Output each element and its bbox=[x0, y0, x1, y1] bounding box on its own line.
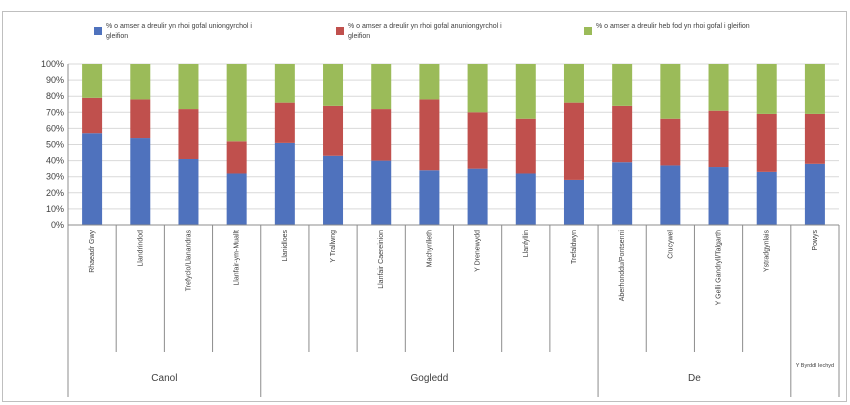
bar-segment bbox=[323, 155, 344, 225]
y-tick-label: 70% bbox=[46, 107, 64, 117]
category-label: Ystradgynlais bbox=[764, 230, 771, 273]
bar-segment bbox=[82, 97, 103, 134]
y-tick-label: 40% bbox=[46, 156, 64, 166]
y-tick-label: 80% bbox=[46, 91, 64, 101]
y-tick-label: 100% bbox=[41, 59, 64, 69]
bar-segment bbox=[226, 141, 247, 174]
bar-segment bbox=[708, 64, 729, 111]
bar-segment bbox=[804, 64, 825, 114]
bar-segment bbox=[563, 179, 584, 225]
bar-segment bbox=[419, 64, 440, 100]
category-label: Y Drenewydd bbox=[475, 230, 482, 272]
y-tick-label: 20% bbox=[46, 188, 64, 198]
bar-segment bbox=[708, 167, 729, 225]
bar-segment bbox=[515, 173, 536, 225]
bar-segment bbox=[178, 109, 199, 159]
category-label: Y Trallwng bbox=[330, 230, 337, 263]
category-label: Aberhonddu/Pontsenni bbox=[619, 230, 626, 302]
bar-segment bbox=[563, 102, 584, 180]
bar-segment bbox=[419, 99, 440, 171]
bar-segment bbox=[467, 112, 488, 169]
legend-swatch-direct-care bbox=[94, 27, 102, 35]
category-label: Rhaeadr Gwy bbox=[89, 230, 96, 273]
bar-segment bbox=[660, 165, 681, 225]
category-label: Llanfair Caereinion bbox=[378, 230, 385, 289]
bar-segment bbox=[274, 64, 295, 103]
bar-segment bbox=[82, 133, 103, 225]
y-tick-label: 30% bbox=[46, 172, 64, 182]
bar-segment bbox=[274, 142, 295, 225]
legend-swatch-non-care bbox=[584, 27, 592, 35]
y-tick-label: 60% bbox=[46, 123, 64, 133]
bar-segment bbox=[612, 162, 633, 225]
bar-segment bbox=[756, 113, 777, 172]
category-label: Llandrindod bbox=[137, 230, 144, 267]
group-label: Gogledd bbox=[411, 373, 449, 384]
group-label: Canol bbox=[151, 373, 177, 384]
bar-segment bbox=[371, 64, 392, 110]
legend-label-non-care: % o amser a dreulir heb fod yn rhoi gofa… bbox=[596, 23, 750, 30]
bar-segment bbox=[708, 110, 729, 168]
category-label: Powys bbox=[812, 230, 819, 251]
category-label: Crucywel bbox=[667, 230, 674, 259]
bar-segment bbox=[756, 64, 777, 114]
top-strip bbox=[0, 0, 850, 11]
category-label: Trefaldwyn bbox=[571, 230, 578, 264]
bar-segment bbox=[756, 171, 777, 225]
category-label: Llanidloes bbox=[282, 230, 289, 262]
bar-segment bbox=[323, 64, 344, 106]
group-label: Y Byrddl Iechyd bbox=[796, 363, 834, 369]
bar-segment bbox=[274, 102, 295, 143]
legend-swatch-indirect-care bbox=[336, 27, 344, 35]
bar-segment bbox=[178, 64, 199, 110]
bar-segment bbox=[130, 64, 151, 100]
bar-segment bbox=[660, 118, 681, 166]
bar-segment bbox=[323, 105, 344, 156]
bar-segment bbox=[467, 168, 488, 225]
bar-segment bbox=[130, 138, 151, 225]
y-tick-label: 10% bbox=[46, 204, 64, 214]
bar-segment bbox=[82, 64, 103, 98]
bar-segment bbox=[178, 158, 199, 225]
bar-segment bbox=[467, 64, 488, 113]
bar-segment bbox=[804, 163, 825, 225]
bar-segment bbox=[226, 64, 247, 142]
category-label: Llanfair-ym-Muallt bbox=[234, 230, 241, 286]
bar-segment bbox=[371, 109, 392, 161]
y-tick-label: 50% bbox=[46, 140, 64, 150]
bar-segment bbox=[515, 64, 536, 119]
category-label: Y Gelli Gandryll/Talgarth bbox=[716, 230, 723, 305]
legend-label-indirect-care: % o amser a dreulir yn rhoi gofal anunio… bbox=[348, 23, 502, 40]
bar-segment bbox=[612, 105, 633, 163]
category-label: Llanfyllin bbox=[523, 230, 530, 257]
bar-segment bbox=[563, 64, 584, 103]
category-label: Machynlleth bbox=[426, 230, 433, 267]
category-label: Trefyclo/Llanandras bbox=[185, 230, 192, 292]
group-label: De bbox=[688, 373, 701, 384]
bar-segment bbox=[130, 99, 151, 139]
bar-segment bbox=[371, 160, 392, 225]
bar-segment bbox=[419, 170, 440, 225]
bar-segment bbox=[804, 113, 825, 164]
legend-label-direct-care: % o amser a dreulir yn rhoi gofal uniong… bbox=[106, 23, 252, 40]
bar-segment bbox=[226, 173, 247, 225]
y-tick-label: 90% bbox=[46, 75, 64, 85]
bar-segment bbox=[515, 118, 536, 174]
bar-segment bbox=[660, 64, 681, 119]
y-tick-label: 0% bbox=[51, 220, 64, 230]
bar-segment bbox=[612, 64, 633, 106]
